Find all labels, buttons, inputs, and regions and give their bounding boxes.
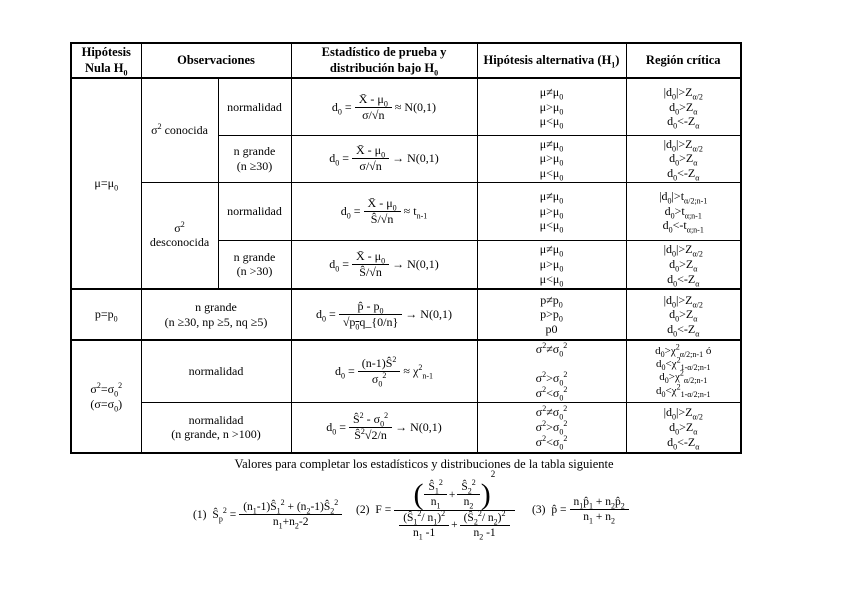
- cell-observation: normalidad: [217, 77, 292, 136]
- table-row: n grande (n ≥30) d0 = X̄ - μ0 σ/√n → N(0,1) …: [71, 134, 742, 183]
- cell-critical: |d0|>tα/2;n-1 d0>tα;n-1 d0<-tα;n-1: [625, 181, 742, 241]
- hypothesis-test-table: Hipótesis Nula H0 Observaciones Estadíst…: [70, 42, 742, 455]
- formula-fraction: (n1-1)Ŝ12 + (n2-1)Ŝ22 n1+n2-2: [237, 499, 344, 530]
- statistic-distribution: → N(0,1): [392, 151, 439, 166]
- cell-critical: |d0|>Zα/2 d0>Zα d0<-Zα: [625, 134, 742, 183]
- statistic-fraction: p̂ - p0 √p0q_{0/n}: [337, 299, 404, 331]
- cell-null-sigma: σ2=σ02 (σ=σ0): [70, 339, 142, 454]
- statistic-distribution: ≈ χ2n-1: [403, 363, 434, 381]
- formula-pooled-variance: (1) Ŝp2 = (n1-1)Ŝ12 + (n2-1)Ŝ22 n1+n2-2: [193, 499, 344, 530]
- cell-critical: |d0|>Zα/2 d0>Zα d0<-Zα: [625, 77, 742, 136]
- cell-null-p: p=p0: [70, 288, 142, 341]
- table-row: μ=μ0 σ2 conocida normalidad d0 = X̄ - μ0 σ…: [70, 77, 742, 290]
- table-row: n grande (n >30) d0 = X̄ - μ0 Ŝ/√n → N(0,1) …: [71, 239, 742, 290]
- cell-alternative: μ≠μ0 μ>μ0 μ<μ0: [476, 239, 627, 290]
- formulas-section: (1) Ŝp2 = (n1-1)Ŝ12 + (n2-1)Ŝ22 n1+n2-2 (2)…: [0, 469, 848, 599]
- table-header-row: Hipótesis Nula H0 Observaciones Estadíst…: [70, 42, 742, 80]
- term-fraction: Ŝ22 n2: [456, 479, 480, 510]
- statistic-distribution: ≈ N(0,1): [394, 99, 437, 114]
- cell-obs-group-known-variance: σ2 conocida: [140, 77, 219, 183]
- formula-lhs: Ŝp2 =: [212, 506, 237, 524]
- statistic-distribution: ≈ tn-1: [403, 203, 428, 221]
- statistic-lhs: d0 =: [340, 203, 361, 221]
- term-fraction: Ŝ12 n1: [423, 479, 447, 510]
- cell-observation: n grande (n ≥30): [217, 134, 292, 183]
- cell-null-mu: μ=μ0: [70, 77, 142, 290]
- statistic-lhs: d0 =: [331, 99, 352, 117]
- statistic-distribution: → N(0,1): [405, 307, 452, 322]
- header-null-hypothesis: Hipótesis Nula H0: [70, 42, 142, 80]
- cell-observation: n grande (n ≥30, np ≥5, nq ≥5): [140, 288, 292, 341]
- statistic-fraction: X̄ - μ0 σ/√n: [353, 92, 394, 123]
- table-row: p=p0 n grande (n ≥30, np ≥5, nq ≥5) d0 = p…: [70, 288, 742, 341]
- header-observations: Observaciones: [140, 42, 292, 80]
- term-fraction: (Ŝ22/ n2)2 n2 -1: [459, 509, 511, 541]
- footer-caption: Valores para completar los estadísticos …: [234, 457, 614, 471]
- table-row: σ2=σ02 (σ=σ0) normalidad d0 = (n-1)Ŝ2 σ02 ≈ …: [70, 339, 742, 454]
- statistic-fraction: X̄ - μ0 Ŝ/√n: [362, 196, 403, 227]
- statistic-lhs: d0 =: [329, 257, 349, 274]
- formula-label: (3): [532, 503, 546, 516]
- cell-statistic: d0 = X̄ - μ0 Ŝ/√n ≈ tn-1: [290, 181, 478, 241]
- statistic-fraction: (n-1)Ŝ2 σ02: [356, 355, 403, 388]
- cell-alternative: σ2≠σ02 σ2>σ02 σ2<σ02: [476, 339, 627, 403]
- statistic-distribution: → N(0,1): [392, 257, 439, 272]
- statistic-distribution: → N(0,1): [395, 420, 442, 435]
- statistic-lhs: d0 =: [326, 420, 346, 437]
- statistic-fraction: X̄ - μ0 Ŝ/√n: [350, 249, 391, 280]
- cell-alternative: μ≠μ0 μ>μ0 μ<μ0: [476, 134, 627, 183]
- statistic-fraction: Ŝ2 - σ02 Ŝ2√2/n: [347, 411, 394, 443]
- term-fraction: (Ŝ12/ n1)2 n1 -1: [398, 509, 450, 541]
- formula-lhs: F =: [375, 504, 392, 517]
- close-paren: ): [480, 478, 491, 512]
- cell-alternative: μ≠μ0 μ>μ0 μ<μ0: [476, 77, 627, 136]
- cell-observation: normalidad: [217, 181, 292, 241]
- formula-fraction: n1p̂1 + n2p̂2 n1 + n2: [568, 495, 631, 525]
- cell-critical: |d0|>Zα/2 d0>Zα d0<-Zα: [625, 401, 742, 454]
- cell-alternative: σ2≠σ02 σ2>σ02 σ2<σ02: [476, 401, 627, 454]
- cell-statistic: d0 = Ŝ2 - σ02 Ŝ2√2/n → N(0,1): [290, 401, 478, 454]
- cell-critical: d0>χ2α/2;n-1 ó d0<χ21-α/2;n-1 d0>χ2α/2;n-1…: [625, 339, 742, 403]
- table-row: σ2 desconocida normalidad d0 = X̄ - μ0 Ŝ/√n…: [71, 181, 742, 290]
- cell-statistic: d0 = X̄ - μ0 σ/√n ≈ N(0,1): [290, 77, 478, 136]
- cell-observation: n grande (n >30): [217, 239, 292, 290]
- statistic-lhs: d0 =: [329, 151, 349, 168]
- open-paren: (: [413, 478, 424, 512]
- formula-label: (2): [356, 504, 370, 517]
- cell-obs-group-unknown-variance: σ2 desconocida: [140, 181, 219, 290]
- cell-observation: normalidad: [140, 339, 292, 403]
- group-exponent: 2: [490, 468, 496, 479]
- formula-label: (1): [193, 508, 207, 521]
- cell-statistic: d0 = X̄ - μ0 Ŝ/√n → N(0,1): [290, 239, 478, 290]
- statistic-fraction: X̄ - μ0 σ/√n: [350, 143, 391, 174]
- cell-statistic: d0 = p̂ - p0 √p0q_{0/n} → N(0,1): [290, 288, 478, 341]
- cell-statistic: d0 = X̄ - μ0 σ/√n → N(0,1): [290, 134, 478, 183]
- header-statistic: Estadístico de prueba y distribución baj…: [290, 42, 478, 80]
- statistic-lhs: d0 =: [316, 307, 336, 324]
- cell-critical: |d0|>Zα/2 d0>Zα d0<-Zα: [625, 239, 742, 290]
- header-critical-region: Región crítica: [625, 42, 742, 80]
- cell-alternative: μ≠μ0 μ>μ0 μ<μ0: [476, 181, 627, 241]
- formula-degrees-of-freedom: (2) F =(Ŝ12 n1 + Ŝ22 n2)2 (Ŝ12/ n1)2 n1 -1 + (Ŝ22…: [356, 469, 517, 541]
- table-row: normalidad (n grande, n >100) d0 = Ŝ2 - σ0…: [71, 401, 742, 454]
- formula-fraction: (Ŝ12 n1 + Ŝ22 n2)2 (Ŝ12/ n1)2 n1 -1 + (Ŝ22/ n2)2…: [392, 469, 516, 541]
- cell-critical: |d0|>Zα/2 d0>Zα d0<-Zα: [625, 288, 742, 341]
- cell-statistic: d0 = (n-1)Ŝ2 σ02 ≈ χ2n-1: [290, 339, 478, 403]
- header-alternative: Hipótesis alternativa (H1): [476, 42, 627, 80]
- cell-observation: normalidad (n grande, n >100): [140, 401, 292, 454]
- formula-pooled-proportion: (3) p̂ = n1p̂1 + n2p̂2 n1 + n2: [532, 495, 631, 525]
- statistic-lhs: d0 =: [334, 364, 355, 381]
- cell-alternative: p≠p0 p>p0 p0: [476, 288, 627, 341]
- formula-lhs: p̂ =: [551, 503, 567, 516]
